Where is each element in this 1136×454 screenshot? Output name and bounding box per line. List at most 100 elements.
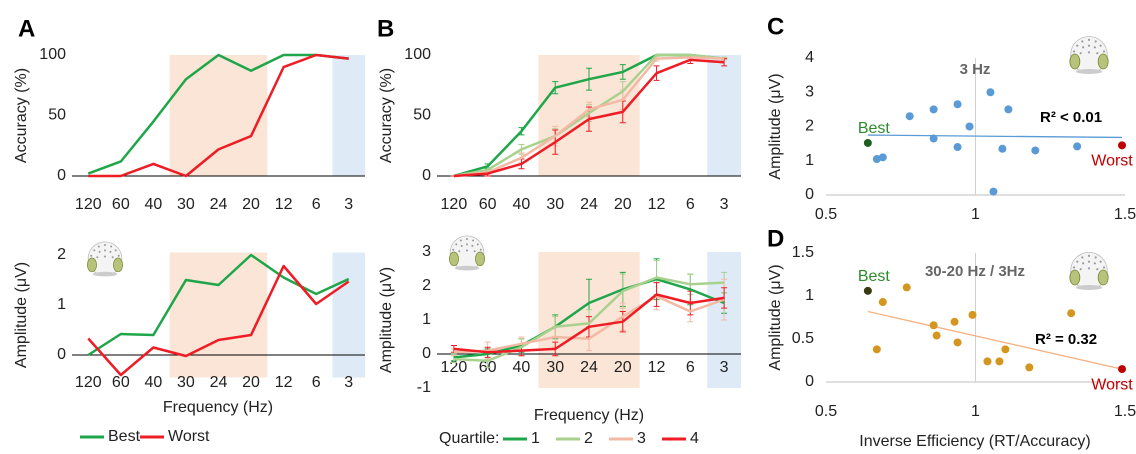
x-axis-label: Frequency (Hz) (163, 399, 273, 416)
x-tick-label: 60 (112, 196, 130, 213)
y-tick-label: 1 (805, 287, 814, 304)
y-axis-label: Amplitude (μV) (378, 267, 395, 373)
point (863, 286, 872, 295)
x-tick-label: 24 (210, 374, 228, 391)
worst-label: Worst (1091, 376, 1133, 393)
head-icon (1069, 36, 1109, 75)
y-tick-label: 3 (422, 243, 431, 260)
y-tick-label: 50 (48, 107, 66, 124)
shaded-region (707, 55, 741, 176)
series-line (87, 53, 349, 175)
y-tick-label: 0 (57, 167, 66, 184)
y-tick-label: 0 (422, 167, 431, 184)
x-axis-label: Frequency (Hz) (534, 407, 644, 424)
y-tick-label: 0 (57, 346, 66, 363)
point (998, 144, 1007, 153)
worst-label: Worst (1091, 153, 1133, 170)
y-tick-label: 2 (57, 246, 66, 263)
annotation: R² = 0.32 (1035, 331, 1097, 348)
x-tick-label: 30 (177, 196, 195, 213)
x-tick-label: 0.5 (815, 206, 837, 223)
point (1001, 345, 1010, 354)
point (983, 357, 992, 366)
head-icon (86, 241, 124, 277)
x-tick-label: 40 (513, 196, 531, 213)
x-tick-label: 60 (479, 196, 497, 213)
point (950, 317, 959, 326)
panel-letter: C (767, 13, 784, 40)
x-tick-label: 40 (144, 196, 162, 213)
point (929, 105, 938, 114)
y-tick-label: 100 (39, 46, 66, 63)
x-tick-label: 1 (971, 206, 980, 223)
x-tick-label: 20 (242, 374, 260, 391)
point (953, 338, 962, 347)
panel-letter: A (18, 15, 35, 42)
x-tick-label: 40 (144, 374, 162, 391)
y-tick-label: 0 (805, 186, 814, 203)
legend-label: 4 (690, 430, 699, 447)
x-tick-label: 24 (580, 196, 598, 213)
y-tick-label: 4 (805, 49, 814, 66)
y-tick-label: 0.5 (792, 330, 814, 347)
annotation: R² < 0.01 (1040, 109, 1102, 126)
y-axis-label: Amplitude (μV) (13, 262, 30, 368)
legend-label: 1 (531, 430, 540, 447)
y-tick-label: 50 (413, 107, 431, 124)
x-tick-label: 12 (275, 196, 293, 213)
x-tick-label: 1.5 (1114, 206, 1136, 223)
panel-letter: D (767, 225, 784, 252)
legend-label: Worst (168, 428, 210, 445)
x-tick-label: 120 (441, 359, 468, 376)
x-tick-label: 120 (75, 374, 102, 391)
x-tick-label: 6 (686, 359, 695, 376)
point (878, 153, 887, 162)
y-axis-label: Accuracy (%) (378, 68, 395, 163)
x-tick-label: 1.5 (1114, 403, 1136, 420)
y-tick-label: 1 (805, 152, 814, 169)
series-line (87, 264, 350, 377)
x-tick-label: 3 (344, 374, 353, 391)
head-icon (1069, 252, 1109, 291)
chart-title: 30-20 Hz / 3Hz (925, 263, 1025, 280)
point (929, 134, 938, 143)
y-axis-label: Amplitude (μV) (767, 264, 784, 370)
x-tick-label: 12 (648, 359, 666, 376)
series-line (453, 276, 725, 363)
legend-label: 2 (584, 430, 593, 447)
point (995, 357, 1004, 366)
x-tick-label: 3 (720, 359, 729, 376)
y-tick-label: 0 (805, 373, 814, 390)
point (989, 187, 998, 196)
point (1025, 363, 1034, 372)
x-tick-label: 40 (513, 359, 531, 376)
x-tick-label: 6 (686, 196, 695, 213)
x-tick-label: 3 (720, 196, 729, 213)
y-tick-label: 0 (422, 345, 431, 362)
x-tick-label: 24 (580, 359, 598, 376)
point (905, 112, 914, 121)
legend-label: Best (108, 428, 141, 445)
y-axis-label: Amplitude (μV) (767, 73, 784, 179)
x-tick-label: 1 (971, 403, 980, 420)
point (968, 310, 977, 319)
point (902, 283, 911, 292)
y-tick-label: -1 (417, 379, 431, 396)
x-tick-label: 120 (75, 196, 102, 213)
x-tick-label: 12 (648, 196, 666, 213)
y-tick-label: 1.5 (792, 244, 814, 261)
x-tick-label: 30 (546, 359, 564, 376)
shaded-region (169, 252, 268, 378)
x-tick-label: 20 (242, 196, 260, 213)
best-label: Best (858, 120, 891, 137)
point (986, 88, 995, 97)
x-tick-label: 30 (177, 374, 195, 391)
y-tick-label: 1 (422, 311, 431, 328)
point (1118, 141, 1127, 150)
x-tick-label: 6 (312, 196, 321, 213)
series-line (453, 294, 725, 354)
legend-title: Quartile: (439, 430, 499, 447)
x-tick-label: 60 (112, 374, 130, 391)
shaded-region (332, 252, 365, 378)
point (965, 122, 974, 131)
